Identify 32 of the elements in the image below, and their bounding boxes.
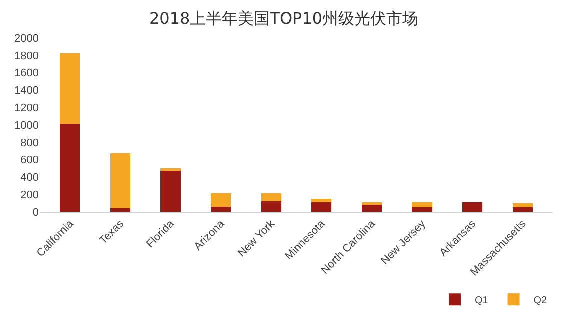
bar: [362, 202, 382, 206]
y-tick-label: 1600: [14, 68, 39, 80]
y-tick-label: 600: [20, 154, 39, 167]
bar: [261, 202, 282, 212]
bar: [362, 205, 382, 212]
bar: [512, 208, 533, 212]
bar: [110, 154, 131, 209]
bar: [60, 124, 80, 212]
y-tick-label: 200: [20, 189, 39, 202]
bar: [312, 202, 332, 212]
bar: [312, 198, 332, 202]
y-tick-label: 0: [32, 206, 39, 219]
bar: [110, 208, 131, 212]
y-tick-label: 1400: [14, 85, 39, 98]
y-tick-label: 1000: [14, 120, 39, 132]
y-tick-label: 400: [20, 172, 39, 184]
y-tick-label: 800: [20, 137, 39, 150]
legend-label: Q1: [475, 295, 489, 306]
bar: [160, 170, 181, 212]
bar: [412, 208, 432, 212]
bar: [211, 194, 232, 207]
bar: [60, 54, 80, 124]
bar: [261, 194, 282, 202]
legend-label: Q2: [534, 295, 548, 306]
chart-title: 2018上半年美国TOP10州级光伏市场: [149, 9, 419, 28]
y-tick-label: 1200: [14, 102, 39, 114]
bar: [211, 206, 232, 212]
bar: [512, 203, 533, 208]
bar: [462, 202, 483, 212]
y-tick-label: 1800: [14, 50, 39, 62]
y-tick-label: 2000: [14, 32, 39, 45]
bar: [412, 202, 432, 208]
